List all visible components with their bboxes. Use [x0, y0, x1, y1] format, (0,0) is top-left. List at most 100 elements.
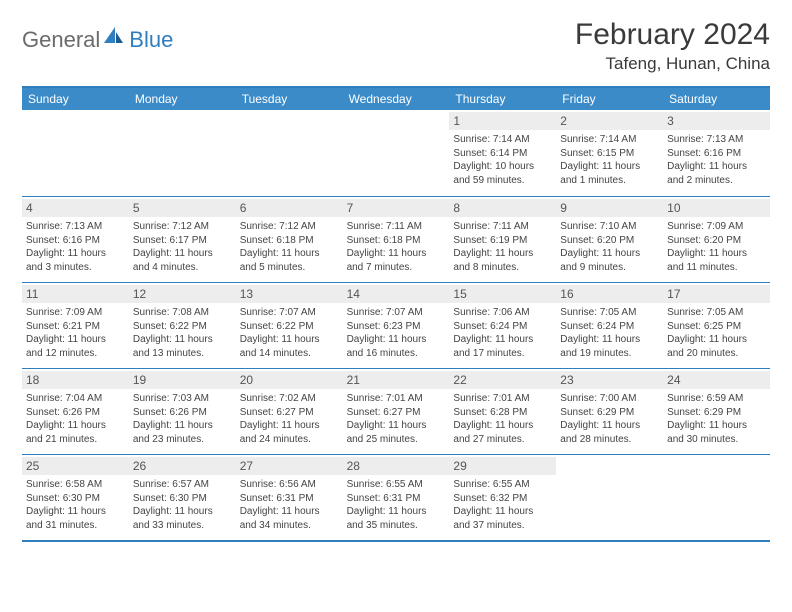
sunrise-line: Sunrise: 7:11 AM	[453, 220, 552, 234]
day-number: 14	[343, 285, 450, 303]
day-cell: 13Sunrise: 7:07 AMSunset: 6:22 PMDayligh…	[236, 283, 343, 368]
page-title: February 2024	[575, 18, 770, 52]
sunrise-line: Sunrise: 7:14 AM	[560, 133, 659, 147]
day-cell: 12Sunrise: 7:08 AMSunset: 6:22 PMDayligh…	[129, 283, 236, 368]
sunrise-line: Sunrise: 7:13 AM	[26, 220, 125, 234]
day-cell: 5Sunrise: 7:12 AMSunset: 6:17 PMDaylight…	[129, 197, 236, 282]
sunset-line: Sunset: 6:17 PM	[133, 234, 232, 248]
weekday-header: Wednesday	[343, 88, 450, 110]
daylight-line: Daylight: 11 hours and 8 minutes.	[453, 247, 552, 274]
day-cell: 7Sunrise: 7:11 AMSunset: 6:18 PMDaylight…	[343, 197, 450, 282]
daylight-line: Daylight: 11 hours and 23 minutes.	[133, 419, 232, 446]
day-cell: 25Sunrise: 6:58 AMSunset: 6:30 PMDayligh…	[22, 455, 129, 540]
daylight-line: Daylight: 11 hours and 14 minutes.	[240, 333, 339, 360]
sunrise-line: Sunrise: 7:04 AM	[26, 392, 125, 406]
sunrise-line: Sunrise: 6:58 AM	[26, 478, 125, 492]
sunrise-line: Sunrise: 7:14 AM	[453, 133, 552, 147]
daylight-line: Daylight: 11 hours and 3 minutes.	[26, 247, 125, 274]
daylight-line: Daylight: 11 hours and 2 minutes.	[667, 160, 766, 187]
sunrise-line: Sunrise: 6:57 AM	[133, 478, 232, 492]
day-cell: 21Sunrise: 7:01 AMSunset: 6:27 PMDayligh…	[343, 369, 450, 454]
day-cell: 9Sunrise: 7:10 AMSunset: 6:20 PMDaylight…	[556, 197, 663, 282]
day-number: 7	[343, 199, 450, 217]
weekday-header: Saturday	[663, 88, 770, 110]
day-cell: 6Sunrise: 7:12 AMSunset: 6:18 PMDaylight…	[236, 197, 343, 282]
sunrise-line: Sunrise: 7:01 AM	[347, 392, 446, 406]
week-row: 11Sunrise: 7:09 AMSunset: 6:21 PMDayligh…	[22, 282, 770, 368]
day-cell: 28Sunrise: 6:55 AMSunset: 6:31 PMDayligh…	[343, 455, 450, 540]
sunset-line: Sunset: 6:25 PM	[667, 320, 766, 334]
day-cell: 23Sunrise: 7:00 AMSunset: 6:29 PMDayligh…	[556, 369, 663, 454]
day-number: 13	[236, 285, 343, 303]
day-cell: 20Sunrise: 7:02 AMSunset: 6:27 PMDayligh…	[236, 369, 343, 454]
logo-sail-icon	[103, 26, 125, 49]
sunset-line: Sunset: 6:30 PM	[133, 492, 232, 506]
sunrise-line: Sunrise: 7:00 AM	[560, 392, 659, 406]
sunset-line: Sunset: 6:28 PM	[453, 406, 552, 420]
daylight-line: Daylight: 11 hours and 28 minutes.	[560, 419, 659, 446]
daylight-line: Daylight: 11 hours and 20 minutes.	[667, 333, 766, 360]
day-cell: 22Sunrise: 7:01 AMSunset: 6:28 PMDayligh…	[449, 369, 556, 454]
day-cell: 17Sunrise: 7:05 AMSunset: 6:25 PMDayligh…	[663, 283, 770, 368]
logo-text-general: General	[22, 27, 100, 53]
sunset-line: Sunset: 6:20 PM	[560, 234, 659, 248]
sunset-line: Sunset: 6:18 PM	[347, 234, 446, 248]
day-number: 28	[343, 457, 450, 475]
sunrise-line: Sunrise: 6:55 AM	[347, 478, 446, 492]
sunset-line: Sunset: 6:23 PM	[347, 320, 446, 334]
day-cell	[129, 110, 236, 196]
sunrise-line: Sunrise: 7:10 AM	[560, 220, 659, 234]
sunset-line: Sunset: 6:29 PM	[667, 406, 766, 420]
day-cell: 15Sunrise: 7:06 AMSunset: 6:24 PMDayligh…	[449, 283, 556, 368]
logo: General Blue	[22, 26, 173, 53]
sunrise-line: Sunrise: 7:05 AM	[667, 306, 766, 320]
title-block: February 2024 Tafeng, Hunan, China	[575, 18, 770, 74]
day-cell: 24 Sunrise: 6:59 AMSunset: 6:29 PMDayligh…	[663, 369, 770, 454]
sunset-line: Sunset: 6:16 PM	[26, 234, 125, 248]
weekday-header: Tuesday	[236, 88, 343, 110]
daylight-line: Daylight: 11 hours and 34 minutes.	[240, 505, 339, 532]
header: General Blue February 2024 Tafeng, Hunan…	[22, 18, 770, 74]
day-cell: 29Sunrise: 6:55 AMSunset: 6:32 PMDayligh…	[449, 455, 556, 540]
day-number: 29	[449, 457, 556, 475]
day-number: 4	[22, 199, 129, 217]
sunrise-line: Sunrise: 7:07 AM	[347, 306, 446, 320]
day-number: 18	[22, 371, 129, 389]
day-number: 12	[129, 285, 236, 303]
sunrise-line: Sunrise: 6:59 AM	[667, 392, 766, 406]
sunset-line: Sunset: 6:31 PM	[240, 492, 339, 506]
weekday-header: Sunday	[22, 88, 129, 110]
day-cell: 16Sunrise: 7:05 AMSunset: 6:24 PMDayligh…	[556, 283, 663, 368]
sunset-line: Sunset: 6:24 PM	[560, 320, 659, 334]
sunset-line: Sunset: 6:26 PM	[26, 406, 125, 420]
day-number: 19	[129, 371, 236, 389]
day-cell	[556, 455, 663, 540]
sunrise-line: Sunrise: 7:06 AM	[453, 306, 552, 320]
sunset-line: Sunset: 6:22 PM	[133, 320, 232, 334]
daylight-line: Daylight: 11 hours and 25 minutes.	[347, 419, 446, 446]
daylight-line: Daylight: 11 hours and 13 minutes.	[133, 333, 232, 360]
day-cell: 10Sunrise: 7:09 AMSunset: 6:20 PMDayligh…	[663, 197, 770, 282]
daylight-line: Daylight: 11 hours and 11 minutes.	[667, 247, 766, 274]
daylight-line: Daylight: 11 hours and 21 minutes.	[26, 419, 125, 446]
day-cell: 14 Sunrise: 7:07 AMSunset: 6:23 PMDayligh…	[343, 283, 450, 368]
sunrise-line: Sunrise: 7:12 AM	[133, 220, 232, 234]
sunset-line: Sunset: 6:15 PM	[560, 147, 659, 161]
weekday-header: Friday	[556, 88, 663, 110]
day-cell: 4 Sunrise: 7:13 AMSunset: 6:16 PMDaylight…	[22, 197, 129, 282]
week-row: 4Sunrise: 7:13 AMSunset: 6:16 PMDaylight…	[22, 196, 770, 282]
day-number: 15	[449, 285, 556, 303]
day-number: 9	[556, 199, 663, 217]
daylight-line: Daylight: 11 hours and 30 minutes.	[667, 419, 766, 446]
sunrise-line: Sunrise: 7:07 AM	[240, 306, 339, 320]
daylight-line: Daylight: 11 hours and 31 minutes.	[26, 505, 125, 532]
day-number: 2	[556, 112, 663, 130]
daylight-line: Daylight: 11 hours and 16 minutes.	[347, 333, 446, 360]
day-number: 6	[236, 199, 343, 217]
week-row: 25Sunrise: 6:58 AMSunset: 6:30 PMDayligh…	[22, 454, 770, 540]
day-number: 24	[663, 371, 770, 389]
logo-text-blue: Blue	[129, 27, 173, 53]
day-cell: 11Sunrise: 7:09 AMSunset: 6:21 PMDayligh…	[22, 283, 129, 368]
weekday-header: Thursday	[449, 88, 556, 110]
sunset-line: Sunset: 6:14 PM	[453, 147, 552, 161]
